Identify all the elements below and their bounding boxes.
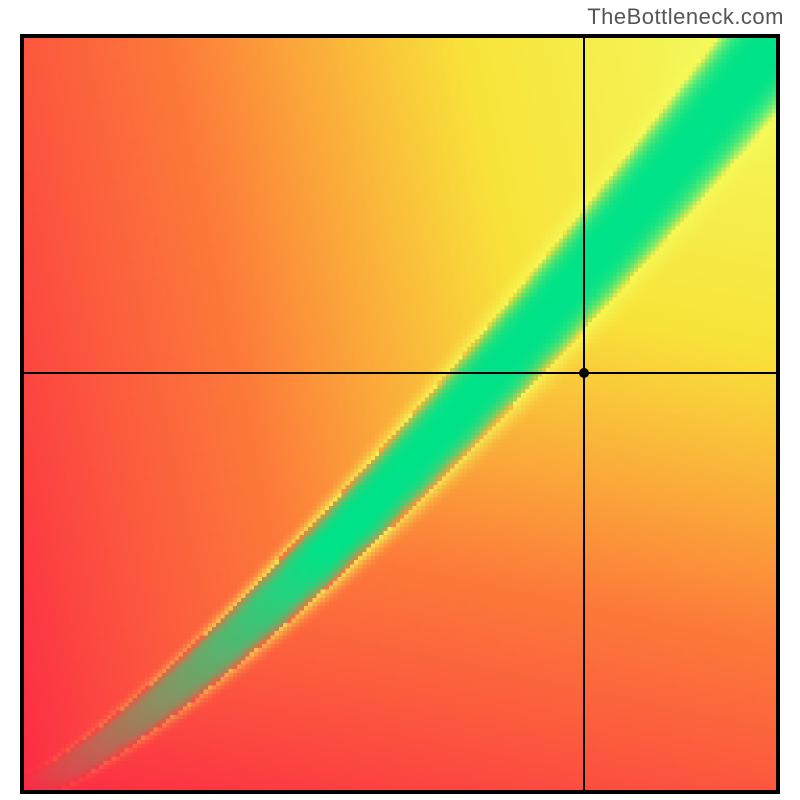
crosshair-vertical <box>583 38 585 790</box>
crosshair-horizontal <box>24 372 776 374</box>
watermark-text: TheBottleneck.com <box>587 4 784 30</box>
chart-container: TheBottleneck.com <box>0 0 800 800</box>
plot-border <box>20 34 780 794</box>
crosshair-point <box>579 368 589 378</box>
